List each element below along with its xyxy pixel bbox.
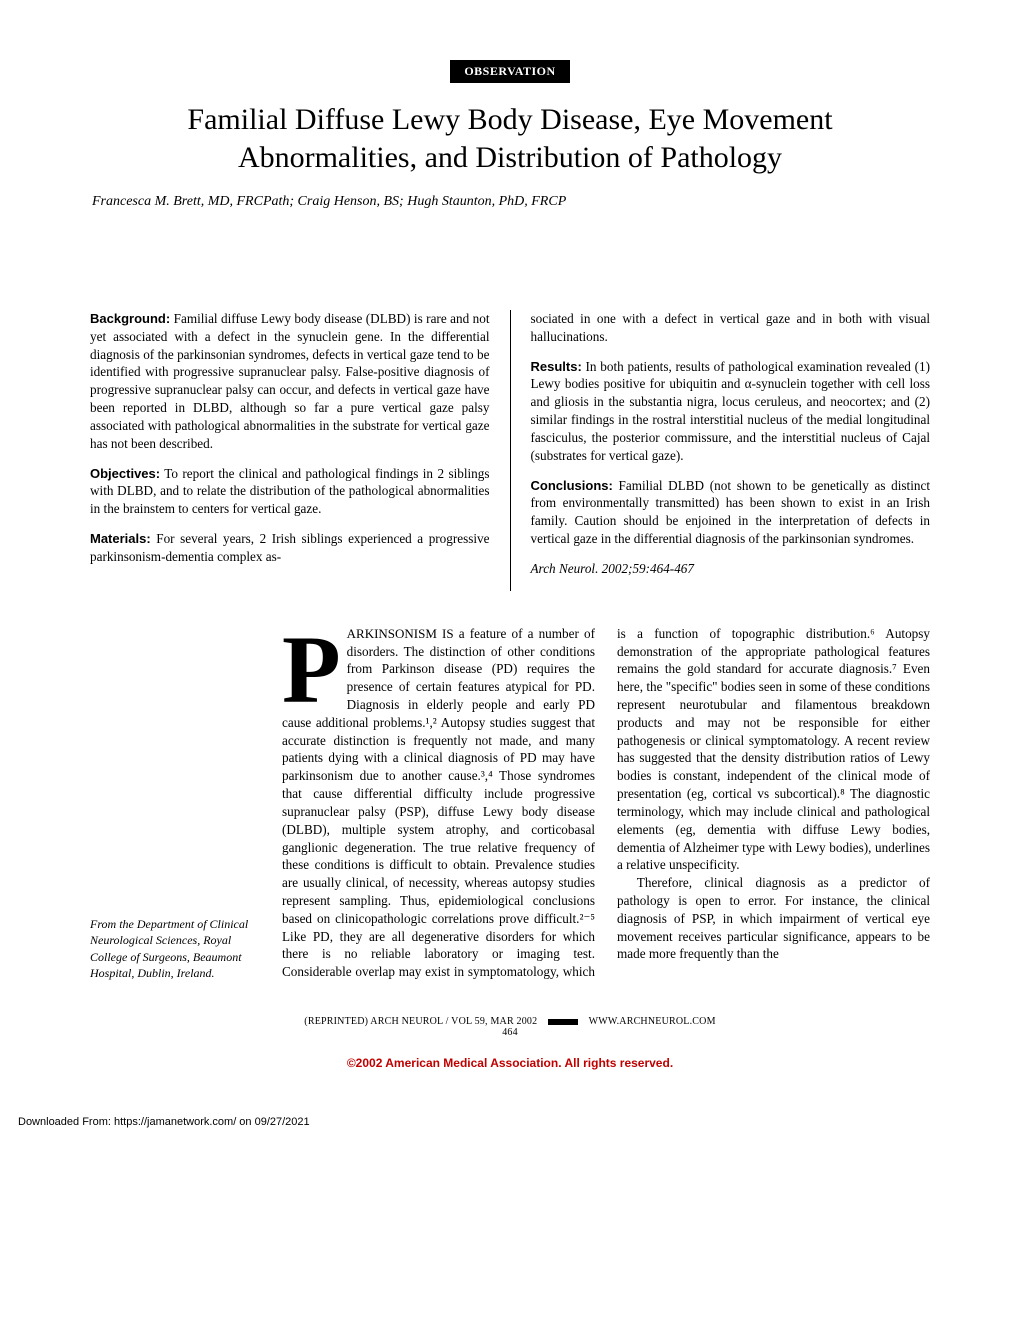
objectives-label: Objectives:	[90, 466, 160, 481]
materials-label: Materials:	[90, 531, 151, 546]
results-label: Results:	[531, 359, 582, 374]
footer: (REPRINTED) ARCH NEUROL / VOL 59, MAR 20…	[90, 1016, 930, 1038]
download-note: Downloaded From: https://jamanetwork.com…	[0, 1110, 1020, 1138]
abstract-right-column: sociated in one with a defect in vertica…	[531, 310, 931, 591]
citation: Arch Neurol. 2002;59:464-467	[531, 560, 931, 578]
materials-continuation: sociated in one with a defect in vertica…	[531, 310, 931, 346]
dropcap: P	[282, 625, 347, 704]
background-label: Background:	[90, 311, 170, 326]
materials-text: For several years, 2 Irish siblings expe…	[90, 531, 490, 564]
footer-url: WWW.ARCHNEUROL.COM	[589, 1016, 716, 1027]
page-number: 464	[90, 1027, 930, 1038]
results-text: In both patients, results of pathologica…	[531, 359, 931, 463]
footer-mark-icon	[548, 1019, 578, 1025]
copyright: ©2002 American Medical Association. All …	[90, 1056, 930, 1070]
abstract-box: Background: Familial diffuse Lewy body d…	[90, 310, 930, 591]
background-text: Familial diffuse Lewy body disease (DLBD…	[90, 311, 490, 451]
body-columns: PARKINSONISM IS a feature of a number of…	[282, 625, 930, 981]
article-title: Familial Diffuse Lewy Body Disease, Eye …	[90, 101, 930, 176]
body-text-2: Therefore, clinical diagnosis as a predi…	[617, 874, 930, 963]
affiliation: From the Department of Clinical Neurolog…	[90, 916, 260, 981]
column-divider	[510, 310, 511, 591]
authors: Francesca M. Brett, MD, FRCPath; Craig H…	[90, 194, 930, 210]
section-badge: OBSERVATION	[450, 60, 569, 83]
lead-smallcaps: ARKINSONISM IS	[347, 626, 454, 641]
conclusions-label: Conclusions:	[531, 478, 613, 493]
title-line-2: Abnormalities, and Distribution of Patho…	[238, 141, 782, 174]
body-area: From the Department of Clinical Neurolog…	[90, 625, 930, 981]
abstract-left-column: Background: Familial diffuse Lewy body d…	[90, 310, 490, 591]
reprint-info: (REPRINTED) ARCH NEUROL / VOL 59, MAR 20…	[304, 1016, 537, 1027]
title-line-1: Familial Diffuse Lewy Body Disease, Eye …	[187, 103, 832, 136]
